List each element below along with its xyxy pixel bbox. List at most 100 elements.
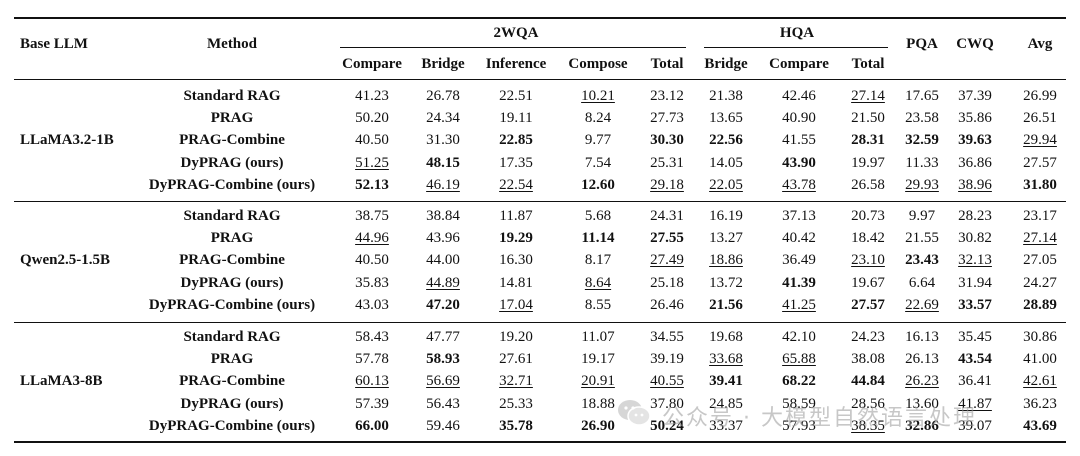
table-cell: 33.37 [709,417,743,434]
model-label: Qwen2.5-1.5B [20,252,110,269]
model-label: LLaMA3.2-1B [20,132,114,149]
table-cell: 8.64 [584,274,612,291]
table-cell: 26.46 [650,296,684,313]
table-cell: 24.34 [426,110,460,127]
watermark: 公众号 · 大模型自然语言处理 [612,394,1080,434]
method-label: PRAG [210,351,254,368]
header-col-compare: Compare [342,56,402,72]
table-cell: 8.17 [584,252,612,269]
table-cell: 13.72 [709,274,743,291]
table-cell: 23.58 [905,110,939,127]
table-cell: 33.68 [709,351,743,368]
rule-2wqa [340,47,686,48]
table-cell: 35.83 [355,274,389,291]
table-cell: 28.89 [1023,296,1057,313]
table-cell: 50.24 [650,417,684,434]
table-cell: 31.30 [426,132,460,149]
table-cell: 43.69 [1023,417,1057,434]
table-cell: 47.77 [426,329,460,345]
table-cell: 7.54 [584,154,612,171]
table-cell: 27.49 [650,252,684,269]
table-cell: 38.08 [851,351,885,368]
header-group-hqa: HQA [779,25,815,41]
table-cell: 11.14 [581,230,615,247]
header-col-compare: Compare [769,56,829,72]
table-cell: 27.57 [851,296,885,313]
table-cell: 24.23 [851,329,885,345]
method-label: PRAG [210,110,254,127]
table-cell: 22.51 [499,88,533,104]
table-cell: 58.43 [355,329,389,345]
table-cell: 31.80 [1023,176,1057,193]
table-cell: 43.78 [782,176,816,193]
table-cell: 66.00 [355,417,389,434]
table-cell: 22.05 [709,176,743,193]
header-avg: Avg [1027,36,1053,52]
table-cell: 39.63 [958,132,992,149]
table-cell: 22.69 [905,296,939,313]
block-rule [14,201,1066,202]
table-cell: 25.33 [499,395,533,412]
table-cell: 59.46 [426,417,460,434]
table-cell: 40.42 [782,230,816,247]
table-cell: 37.80 [650,395,684,412]
table-cell: 23.10 [851,252,885,269]
table-cell: 19.97 [851,154,885,171]
table-cell: 28.23 [958,208,992,224]
table-cell: 26.23 [905,373,939,390]
table-cell: 18.86 [709,252,743,269]
table-cell: 14.81 [499,274,533,291]
table-cell: 14.05 [709,154,743,171]
header-col-inference: Inference [485,56,547,72]
table-cell: 37.39 [958,88,992,104]
table-cell: 36.41 [958,373,992,390]
table-cell: 41.25 [782,296,816,313]
table-cell: 21.38 [709,88,743,104]
bottom-rule [14,441,1066,443]
table-cell: 38.84 [426,208,460,224]
table-cell: 51.25 [355,154,389,171]
method-label: DyPRAG (ours) [180,154,284,171]
table-cell: 26.58 [851,176,885,193]
table-cell: 40.55 [650,373,684,390]
table-cell: 35.78 [499,417,533,434]
table-cell: 68.22 [782,373,816,390]
table-cell: 32.71 [499,373,533,390]
table-cell: 11.33 [905,154,939,171]
method-label: DyPRAG-Combine (ours) [148,176,316,193]
header-rule [14,79,1066,80]
table-cell: 39.19 [650,351,684,368]
header-method: Method [207,36,257,52]
header-col-compose: Compose [568,56,628,72]
table-cell: 44.89 [426,274,460,291]
table-cell: 41.23 [355,88,389,104]
table-cell: 24.27 [1023,274,1057,291]
table-cell: 23.12 [650,88,684,104]
table-cell: 41.00 [1023,351,1057,368]
table-cell: 21.50 [851,110,885,127]
table-cell: 23.43 [905,252,939,269]
table-cell: 35.86 [958,110,992,127]
header-pqa: PQA [906,36,938,52]
table-cell: 56.43 [426,395,460,412]
table-cell: 11.87 [499,208,533,224]
table-cell: 32.13 [958,252,992,269]
header-group-2wqa: 2WQA [493,25,539,41]
table-cell: 43.54 [958,351,992,368]
table-cell: 13.27 [709,230,743,247]
table-cell: 26.13 [905,351,939,368]
method-label: DyPRAG-Combine (ours) [148,296,316,313]
method-label: PRAG-Combine [179,132,285,149]
table-cell: 57.78 [355,351,389,368]
table-cell: 44.84 [851,373,885,390]
table-cell: 19.11 [499,110,533,127]
table-cell: 19.20 [499,329,533,345]
table-cell: 33.57 [958,296,992,313]
table-cell: 12.60 [581,176,615,193]
table-cell: 42.46 [782,88,816,104]
table-cell: 30.30 [650,132,684,149]
header-col-bridge: Bridge [421,56,465,72]
method-label: Standard RAG [183,88,281,104]
header-col-total: Total [851,56,885,72]
